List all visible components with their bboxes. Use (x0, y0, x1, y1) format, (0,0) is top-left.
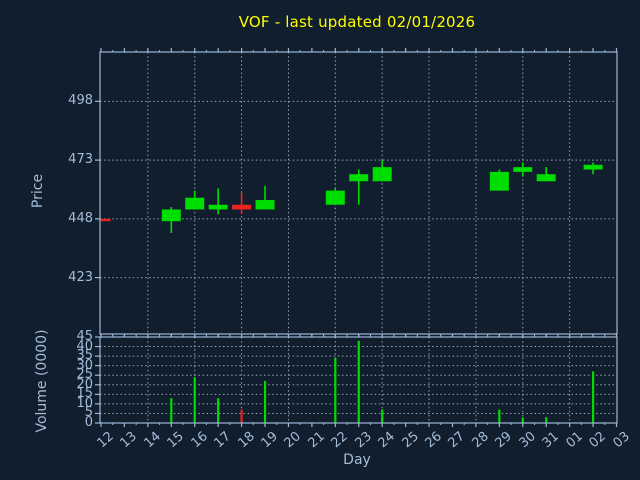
candle-day-30 (513, 162, 533, 177)
volume-bars-group (170, 340, 595, 423)
candle-body (583, 164, 603, 170)
volume-tick-label-30: 30 (76, 357, 93, 373)
volume-tick-label-45: 45 (76, 329, 93, 344)
candle-day-17 (208, 188, 228, 215)
candle-body (161, 209, 181, 222)
candle-body (255, 200, 275, 210)
volume-tick-label-0: 0 (84, 415, 93, 430)
chart-title: VOF - last updated 02/01/2026 (238, 13, 476, 31)
volume-tick-label-20: 20 (76, 376, 93, 392)
candle-body (489, 171, 509, 191)
candle-day-22 (325, 188, 345, 205)
candle-day-16 (185, 190, 205, 210)
candles-group (100, 160, 603, 233)
candle-body (536, 174, 556, 182)
candle-body (185, 197, 205, 210)
candle-body (208, 204, 228, 210)
price-tick-label-498: 498 (68, 93, 93, 109)
day-axis-label: Day (343, 452, 371, 468)
volume-tick-label-35: 35 (76, 348, 93, 364)
candle-body (100, 218, 111, 222)
candle-day-12 (100, 218, 111, 222)
price-tick-label-423: 423 (68, 269, 93, 285)
candle-body (232, 204, 252, 210)
candle-day-18 (232, 193, 252, 215)
candle-day-24 (372, 160, 392, 182)
candle-day-02 (583, 162, 603, 175)
candle-day-19 (255, 185, 275, 210)
volume-tick-label-5: 5 (84, 405, 93, 421)
volume-tick-label-15: 15 (76, 386, 93, 402)
candle-body (372, 167, 392, 182)
candle-body (513, 167, 533, 172)
candle-day-29 (489, 169, 509, 191)
candle-day-15 (161, 207, 181, 233)
price-tick-label-473: 473 (68, 152, 93, 168)
volume-tick-label-40: 40 (76, 338, 93, 354)
price-tick-label-448: 448 (68, 210, 93, 226)
volume-tick-label-10: 10 (76, 395, 93, 411)
candle-day-23 (349, 169, 369, 205)
candle-body (349, 174, 369, 182)
candle-body (325, 190, 345, 205)
volume-tick-label-25: 25 (76, 367, 93, 383)
candle-day-31 (536, 167, 556, 182)
